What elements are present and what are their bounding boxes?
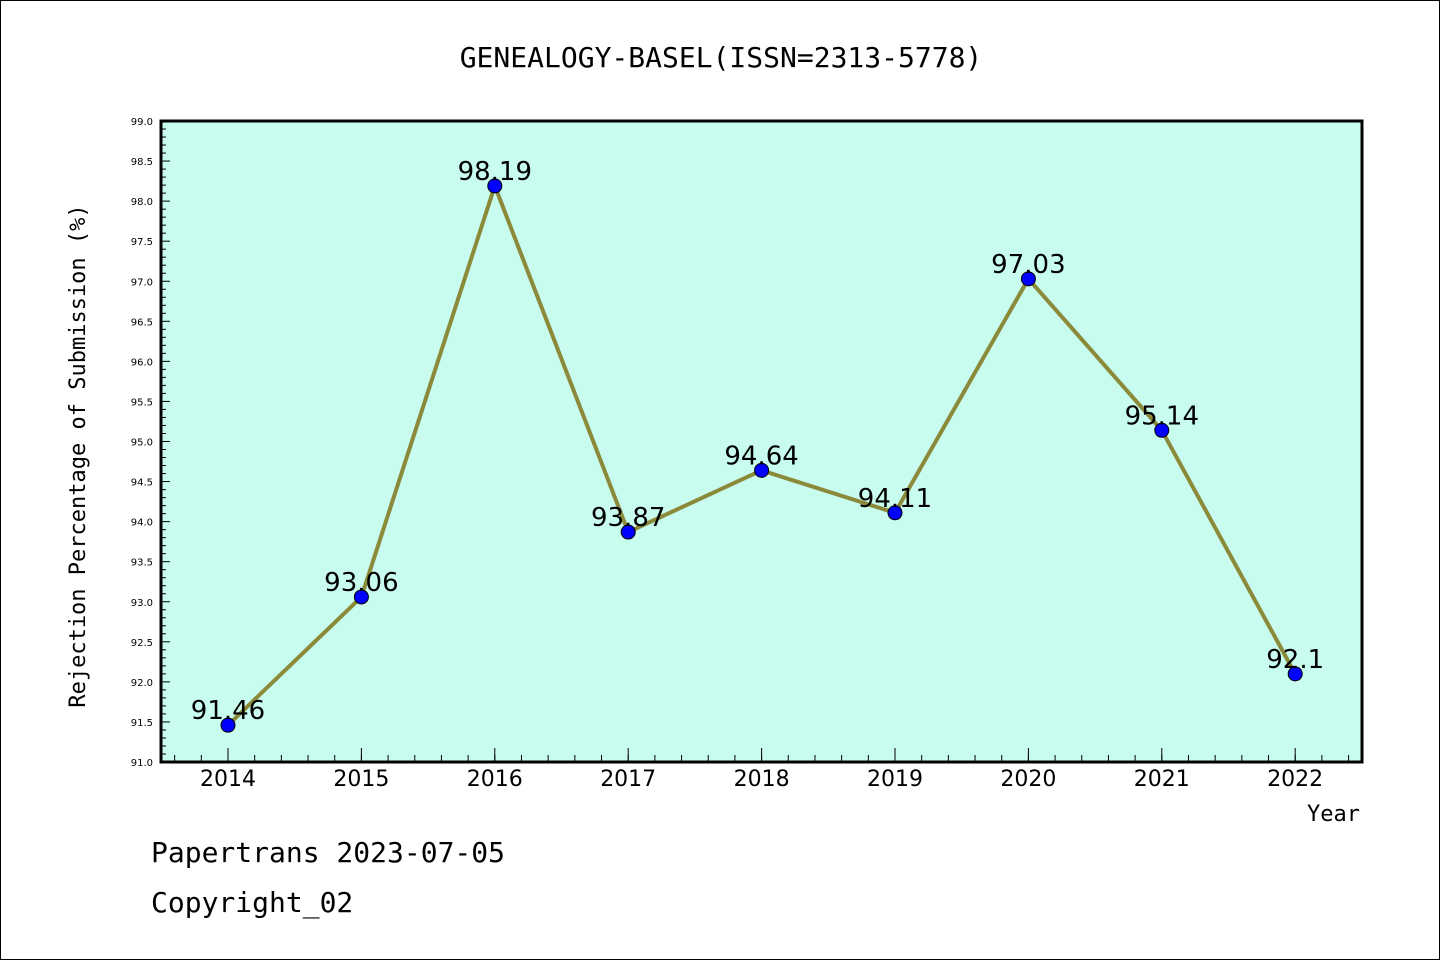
y-tick-label: 93.0: [131, 598, 153, 609]
plot-frame: [159, 119, 1364, 764]
y-tick-label: 91.0: [131, 758, 153, 769]
data-point-marker: [1287, 666, 1303, 682]
data-point-marker: [1020, 271, 1036, 287]
y-tick-label: 98.0: [131, 197, 153, 208]
x-tick-label: 2014: [200, 767, 256, 792]
x-tick-label: 2020: [1000, 767, 1056, 792]
x-tick-label: 2021: [1134, 767, 1190, 792]
data-point-marker: [220, 717, 236, 733]
y-tick-label: 98.5: [131, 157, 153, 168]
data-label: 92.1: [1266, 645, 1324, 675]
y-tick-label: 94.0: [131, 518, 153, 529]
y-axis-label: Rejection Percentage of Submission (%): [66, 204, 91, 707]
data-markers: [220, 178, 1303, 733]
data-label: 91.46: [191, 696, 265, 726]
plot-area: [161, 121, 1362, 762]
y-tick-label: 96.5: [131, 317, 153, 328]
y-tick-label: 97.0: [131, 277, 153, 288]
footer-date: Papertrans 2023-07-05: [151, 836, 506, 869]
data-label: 95.14: [1125, 401, 1199, 431]
y-tick-label: 97.5: [131, 237, 153, 248]
x-tick-label: 2019: [867, 767, 923, 792]
y-tick-label: 93.5: [131, 558, 153, 569]
x-tick-label: 2017: [600, 767, 656, 792]
y-tick-label: 99.0: [131, 117, 153, 128]
x-axis-label: Year: [1307, 802, 1360, 827]
y-tick-label: 95.0: [131, 438, 153, 449]
chart-title: GENEALOGY-BASEL(ISSN=2313-5778): [460, 41, 983, 74]
x-tick-label: 2018: [734, 767, 790, 792]
data-point-marker: [620, 524, 636, 540]
x-tick-label: 2015: [333, 767, 389, 792]
y-tick-label: 92.5: [131, 638, 153, 649]
data-point-marker: [887, 505, 903, 521]
y-tick-label: 94.5: [131, 478, 153, 489]
y-tick-label: 95.5: [131, 397, 153, 408]
data-labels: 91.46 93.06 98.19 93.87 94.64 94.11 97.03 95.14…: [191, 157, 1324, 726]
data-label: 98.19: [458, 157, 532, 187]
data-label: 97.03: [991, 250, 1065, 280]
data-point-marker: [754, 462, 770, 478]
y-tick-label: 91.5: [131, 718, 153, 729]
y-axis: 91.0 91.5 92.0 92.5 93.0 93.5 94.0 94.5 95.0 95.5…: [131, 117, 170, 769]
y-tick-label: 92.0: [131, 678, 153, 689]
x-tick-label: 2022: [1267, 767, 1323, 792]
data-label: 94.11: [858, 484, 932, 514]
footer-copyright: Copyright_02: [151, 886, 354, 919]
data-label: 93.06: [324, 568, 398, 598]
y-tick-label: 96.0: [131, 357, 153, 368]
data-point-marker: [353, 589, 369, 605]
data-point-marker: [1154, 422, 1170, 438]
x-tick-label: 2016: [467, 767, 523, 792]
data-point-marker: [487, 178, 503, 194]
data-label: 94.64: [724, 441, 798, 471]
data-label: 93.87: [591, 503, 665, 533]
